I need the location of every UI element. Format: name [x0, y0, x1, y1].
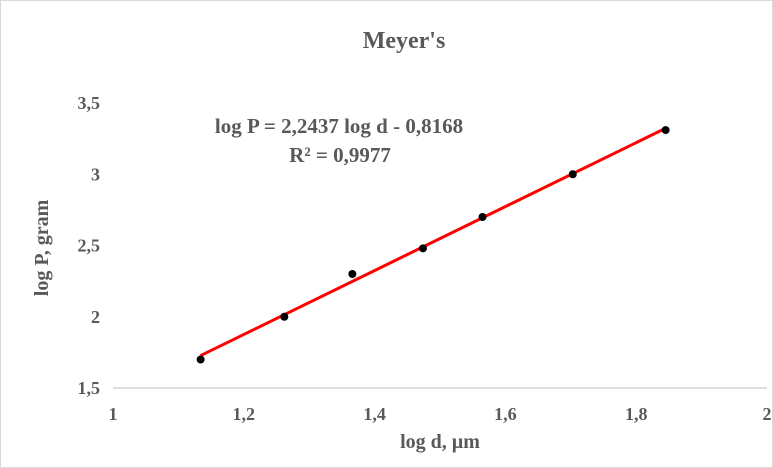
- data-point: [568, 170, 577, 179]
- y-tick-label: 3: [91, 164, 100, 184]
- data-point: [661, 126, 670, 135]
- y-tick-labels: 1,5 2 2,5 3 3,5: [78, 93, 101, 398]
- x-tick-label: 1,4: [363, 404, 386, 424]
- x-axis-label: log d, µm: [400, 431, 480, 453]
- x-tick-label: 1,8: [625, 404, 648, 424]
- data-point: [478, 213, 487, 221]
- y-tick-label: 2: [91, 307, 100, 327]
- y-tick-label: 2,5: [78, 236, 101, 256]
- x-tick-label: 1,6: [494, 404, 517, 424]
- trendline-r2: R² = 0,9977: [289, 143, 391, 167]
- data-point: [418, 244, 427, 253]
- data-points: [196, 126, 670, 364]
- x-tick-label: 1: [109, 404, 118, 424]
- trendline-equation: log P = 2,2437 log d - 0,8168: [215, 114, 463, 138]
- y-tick-label: 1,5: [78, 378, 101, 398]
- chart-title: Meyer's: [363, 28, 446, 54]
- y-axis-label: log P, gram: [31, 199, 53, 296]
- y-tick-label: 3,5: [78, 93, 101, 113]
- trendline: [199, 126, 667, 357]
- x-tick-label: 1,2: [233, 404, 256, 424]
- data-point: [280, 312, 289, 321]
- x-tick-labels: 1 1,2 1,4 1,6 1,8 2: [109, 404, 772, 424]
- data-point: [196, 355, 205, 364]
- data-point: [348, 270, 357, 278]
- x-tick-label: 2: [763, 404, 772, 424]
